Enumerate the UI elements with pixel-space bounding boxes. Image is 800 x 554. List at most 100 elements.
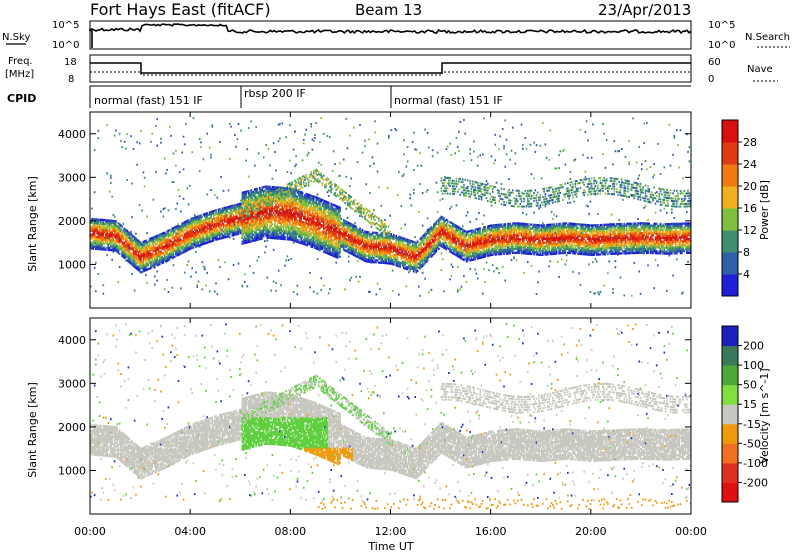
range-cell <box>257 232 260 235</box>
range-cell <box>93 237 96 241</box>
range-cell <box>205 218 207 221</box>
range-cell <box>195 223 197 227</box>
range-cell <box>214 225 216 228</box>
range-cell <box>112 223 115 226</box>
range-cell <box>190 239 192 242</box>
range-cell <box>128 247 131 250</box>
range-cell <box>208 236 211 240</box>
range-cell <box>115 227 117 231</box>
range-cell <box>252 202 255 205</box>
range-cell <box>246 235 249 238</box>
range-cell <box>172 228 175 232</box>
range-cell <box>389 214 391 217</box>
range-cell <box>92 231 95 235</box>
range-cell <box>260 188 262 191</box>
range-cell <box>97 245 100 249</box>
range-cell <box>90 247 92 250</box>
range-cell <box>96 238 98 241</box>
range-cell <box>110 219 112 222</box>
range-cell <box>284 214 286 217</box>
range-cell <box>249 228 251 232</box>
range-cell <box>206 212 209 215</box>
range-cell <box>125 259 127 262</box>
range-cell <box>130 247 132 250</box>
range-cell <box>191 233 194 236</box>
range-cell <box>138 266 141 269</box>
range-cell <box>105 248 107 251</box>
range-cell <box>229 233 231 236</box>
range-cell <box>135 266 137 270</box>
range-cell <box>146 281 148 284</box>
range-cell <box>289 191 291 194</box>
range-cell <box>198 214 201 218</box>
range-cell <box>175 243 177 246</box>
range-cell <box>112 225 115 228</box>
range-cell <box>234 133 236 136</box>
range-cell <box>156 144 159 147</box>
range-cell <box>96 230 98 233</box>
range-cell <box>156 260 159 263</box>
range-cell <box>227 231 230 234</box>
range-cell <box>241 236 244 239</box>
range-cell <box>266 220 269 224</box>
range-cell <box>95 239 97 243</box>
range-cell <box>120 236 122 239</box>
range-cell <box>152 236 155 239</box>
range-cell <box>250 212 252 216</box>
range-cell <box>150 239 152 242</box>
range-cell <box>185 222 187 225</box>
range-cell <box>357 280 360 283</box>
range-cell <box>212 237 215 240</box>
range-cell <box>287 226 290 229</box>
range-cell <box>214 217 216 220</box>
range-cell <box>388 225 390 228</box>
range-cell <box>185 236 187 239</box>
range-cell <box>246 231 249 234</box>
range-cell <box>281 197 284 200</box>
range-cell <box>287 195 290 198</box>
range-cell <box>291 219 294 222</box>
range-cell <box>359 227 361 230</box>
range-cell <box>262 229 265 232</box>
range-cell <box>339 214 341 217</box>
range-cell <box>168 258 171 261</box>
range-cell <box>231 206 234 210</box>
range-cell <box>261 235 264 238</box>
range-cell <box>152 254 155 257</box>
range-cell <box>262 227 265 230</box>
range-cell <box>125 256 127 259</box>
range-cell <box>197 225 200 228</box>
range-cell <box>249 212 251 214</box>
range-cell <box>140 259 142 262</box>
range-cell <box>98 240 101 243</box>
range-cell <box>146 250 148 254</box>
range-cell <box>256 221 259 224</box>
range-cell <box>254 200 256 203</box>
range-cell <box>122 246 125 249</box>
range-cell <box>140 253 142 256</box>
range-cell <box>226 210 229 213</box>
range-cell <box>95 245 97 248</box>
range-cell <box>309 286 311 289</box>
range-cell <box>304 133 306 136</box>
range-cell <box>101 222 103 225</box>
range-cell <box>262 200 265 203</box>
range-cell <box>156 270 159 273</box>
range-cell <box>133 240 136 243</box>
range-cell <box>254 205 256 207</box>
range-cell <box>241 199 244 202</box>
range-cell <box>247 225 250 228</box>
range-cell <box>219 227 221 230</box>
range-cell <box>182 241 185 244</box>
range-cell <box>251 218 254 221</box>
range-cell <box>220 209 222 213</box>
range-cell <box>276 211 279 214</box>
range-cell <box>295 181 297 184</box>
range-cell <box>261 196 264 199</box>
range-cell <box>257 209 260 212</box>
range-cell <box>230 215 232 218</box>
range-cell <box>262 190 265 193</box>
range-cell <box>160 246 162 250</box>
range-cell <box>225 215 227 217</box>
range-cell <box>219 208 221 211</box>
